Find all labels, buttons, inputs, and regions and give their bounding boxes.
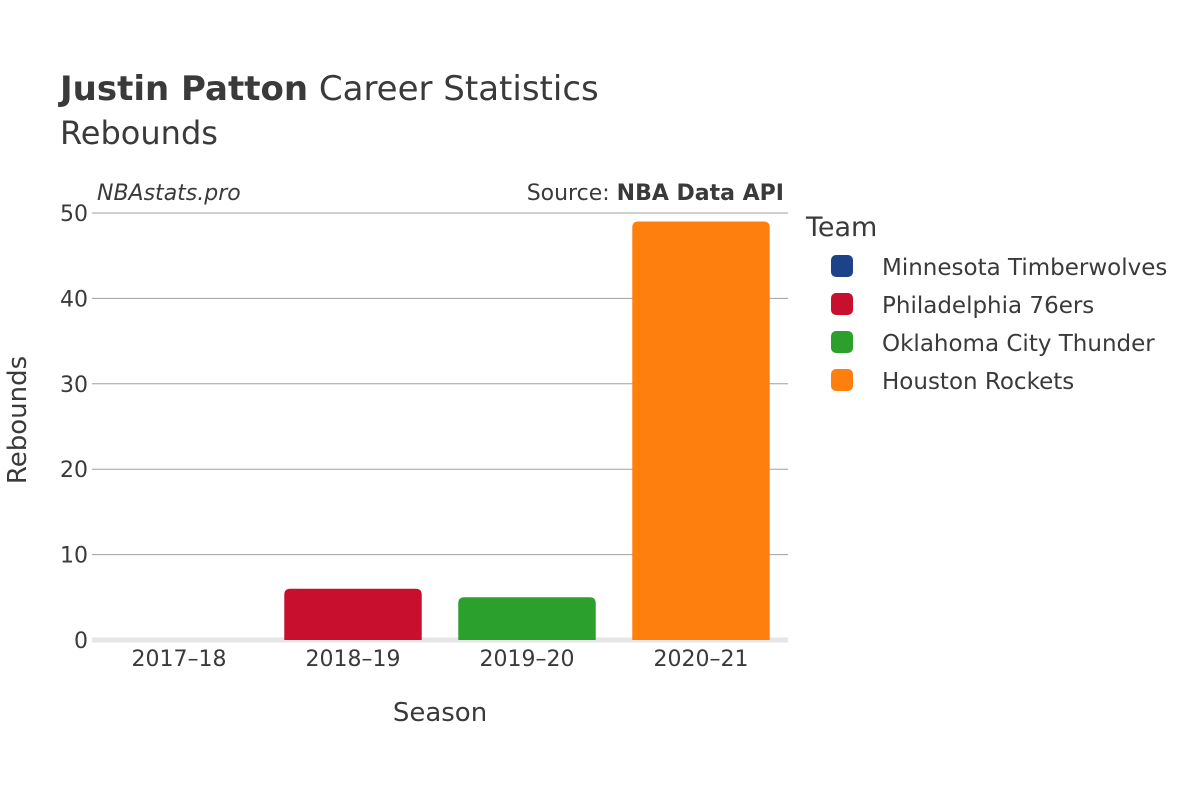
y-axis-ticks: 0 10 20 30 40 50: [60, 202, 88, 654]
legend-swatch: [831, 255, 853, 277]
legend-label: Philadelphia 76ers: [882, 293, 1094, 319]
legend-swatch: [831, 293, 853, 315]
x-axis-ticks: 2017–18 2018–19 2019–20 2020–21: [132, 647, 749, 672]
y-tick-label: 0: [74, 629, 88, 654]
bar[interactable]: [632, 221, 770, 641]
y-tick-label: 40: [60, 287, 88, 312]
x-axis-title: Season: [393, 698, 487, 728]
legend-title: Team: [805, 212, 877, 243]
legend-label: Minnesota Timberwolves: [882, 255, 1167, 281]
source-prefix: Source:: [527, 181, 617, 206]
x-tick-label: 2019–20: [480, 647, 575, 672]
y-axis-title: Rebounds: [3, 356, 33, 484]
legend: Minnesota Timberwolves Philadelphia 76ers…: [831, 255, 1167, 395]
legend-item[interactable]: Philadelphia 76ers: [831, 293, 1094, 319]
chart-title: Justin Patton Career Statistics: [58, 69, 599, 109]
legend-item[interactable]: Minnesota Timberwolves: [831, 255, 1167, 281]
y-tick-label: 30: [60, 373, 88, 398]
x-tick-label: 2017–18: [132, 647, 227, 672]
legend-swatch: [831, 369, 853, 391]
legend-label: Oklahoma City Thunder: [882, 331, 1155, 357]
x-tick-label: 2020–21: [654, 647, 749, 672]
bars: [284, 221, 770, 641]
y-tick-label: 20: [60, 458, 88, 483]
legend-label: Houston Rockets: [882, 369, 1074, 395]
source-name: NBA Data API: [617, 181, 784, 206]
title-rest: Career Statistics: [308, 69, 599, 109]
legend-swatch: [831, 331, 853, 353]
source-annotation: Source: NBA Data API: [527, 181, 784, 206]
site-annotation: NBAstats.pro: [97, 181, 241, 206]
player-name: Justin Patton: [58, 69, 308, 109]
y-tick-label: 50: [60, 202, 88, 227]
bar[interactable]: [458, 597, 596, 640]
y-tick-label: 10: [60, 544, 88, 569]
chart-subtitle: Rebounds: [60, 114, 218, 152]
bar[interactable]: [284, 588, 422, 640]
legend-item[interactable]: Houston Rockets: [831, 369, 1074, 395]
x-tick-label: 2018–19: [306, 647, 401, 672]
legend-item[interactable]: Oklahoma City Thunder: [831, 331, 1155, 357]
